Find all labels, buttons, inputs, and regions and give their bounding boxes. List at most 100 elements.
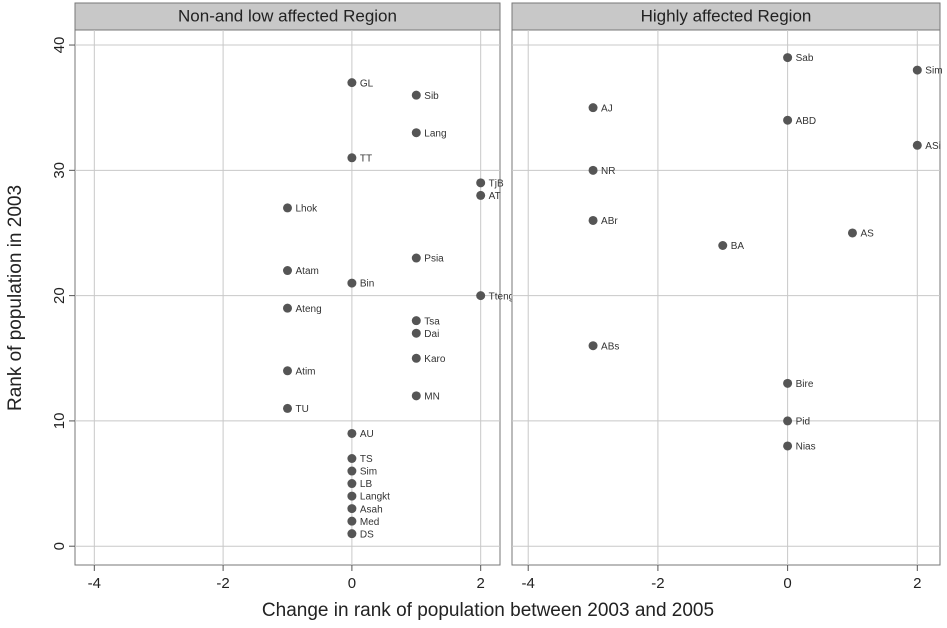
point-label: LB (360, 479, 373, 490)
point (588, 165, 598, 175)
point (283, 366, 292, 376)
point-label: BA (731, 241, 745, 252)
point (912, 140, 922, 150)
y-tick-label: 20 (51, 287, 68, 304)
x-tick-label: 2 (913, 575, 921, 592)
point-label: Dai (424, 329, 439, 340)
point-label: Langkt (360, 492, 390, 503)
point-label: NR (601, 166, 615, 177)
point (283, 266, 292, 276)
point-label: Tteng (489, 291, 515, 302)
point (347, 78, 357, 88)
point (347, 529, 357, 539)
point-label: Sab (796, 53, 814, 64)
point (783, 53, 793, 63)
point-label: Psia (424, 254, 444, 265)
point-label: TS (360, 454, 373, 465)
point-label: ABD (796, 116, 817, 127)
point-label: ASi (925, 141, 941, 152)
point-label: MN (424, 391, 440, 402)
point-label: Bire (796, 379, 814, 390)
point (411, 128, 421, 138)
y-tick-label: 0 (51, 542, 68, 550)
point (912, 65, 922, 75)
point (588, 341, 598, 351)
point (847, 228, 857, 238)
point (588, 103, 598, 113)
point (411, 328, 421, 338)
point (283, 403, 292, 413)
point-label: Tsa (424, 316, 440, 327)
x-tick-label: -4 (88, 575, 101, 592)
point-label: TjB (489, 178, 504, 189)
panel-header (511, 2, 941, 31)
x-tick-label: -2 (651, 575, 664, 592)
x-tick-label: 0 (783, 575, 791, 592)
x-tick-label: 0 (348, 575, 356, 592)
point-label: AU (360, 429, 374, 440)
panel-title: Non-and low affected Region (178, 6, 397, 25)
point (783, 416, 793, 426)
point (411, 90, 421, 100)
point (347, 491, 357, 501)
point (283, 203, 292, 213)
point-label: Karo (424, 354, 446, 365)
point-label: Med (360, 517, 379, 528)
point-label: ABs (601, 341, 619, 352)
point (347, 504, 357, 514)
point (347, 153, 357, 163)
point (347, 479, 357, 489)
point-label: AT (489, 191, 501, 202)
point (411, 353, 421, 363)
point (347, 428, 357, 438)
point-label: Ateng (296, 304, 322, 315)
plot-area (511, 29, 941, 566)
y-tick-label: 40 (51, 37, 68, 54)
point-label: AS (860, 229, 874, 240)
point (718, 241, 728, 251)
point (476, 190, 486, 200)
point-label: Atam (296, 266, 319, 277)
point-label: Sib (424, 91, 439, 102)
y-axis-title: Rank of population in 2003 (5, 185, 26, 411)
point (411, 316, 421, 326)
panel-title: Highly affected Region (641, 6, 812, 25)
x-tick-label: 2 (477, 575, 485, 592)
point (476, 291, 486, 301)
point (347, 278, 357, 288)
point-label: AJ (601, 103, 613, 114)
point-label: Bin (360, 279, 374, 290)
point-label: GL (360, 78, 374, 89)
point (411, 391, 421, 401)
point (347, 454, 357, 464)
y-tick-label: 30 (51, 162, 68, 179)
point (783, 378, 793, 388)
point-label: TU (296, 404, 309, 415)
point (783, 441, 793, 451)
x-axis-title: Change in rank of population between 200… (262, 600, 714, 621)
point (347, 466, 357, 476)
y-tick-label: 10 (51, 413, 68, 430)
point-label: ABr (601, 216, 618, 227)
point-label: Sim (360, 467, 377, 478)
point-label: Sim (925, 66, 942, 77)
point-label: Lang (424, 128, 446, 139)
point-label: Asah (360, 504, 383, 515)
point (588, 215, 598, 225)
panel-header (74, 2, 501, 31)
point-label: DS (360, 529, 374, 540)
point (347, 516, 357, 526)
point-label: Pid (796, 417, 810, 428)
x-tick-label: -4 (522, 575, 535, 592)
point-label: Lhok (296, 204, 319, 215)
point (783, 115, 793, 125)
point-label: Atim (296, 366, 316, 377)
point-label: TT (360, 153, 372, 164)
point-label: Nias (796, 442, 816, 453)
point (283, 303, 292, 313)
point (476, 178, 486, 188)
plot-area (74, 29, 501, 566)
x-tick-label: -2 (216, 575, 229, 592)
point (411, 253, 421, 263)
